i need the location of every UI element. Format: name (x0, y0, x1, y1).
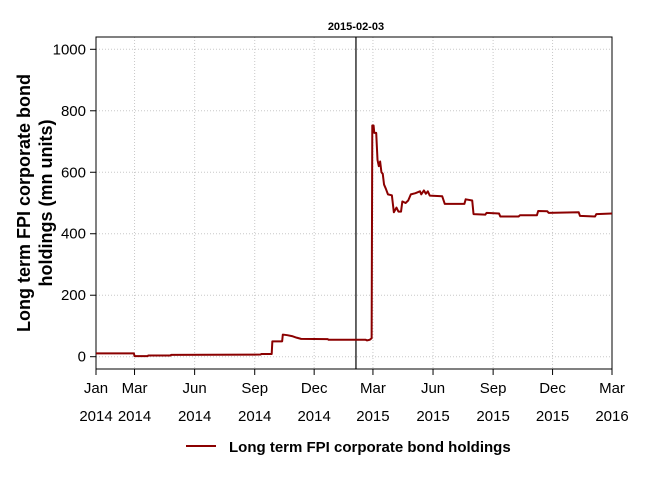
event-label: 2015-02-03 (328, 21, 384, 33)
y-tick-label: 0 (78, 349, 86, 366)
x-tick-year: 2015 (476, 408, 509, 425)
x-tick-month: Dec (539, 380, 566, 397)
x-tick-year: 2015 (416, 408, 449, 425)
x-tick-month: Mar (360, 380, 386, 397)
x-tick-month: Dec (301, 380, 328, 397)
y-axis: 0 200 400 600 800 1000 (53, 41, 96, 366)
x-tick-year: 2014 (178, 408, 211, 425)
x-tick-month: Mar (122, 380, 148, 397)
y-tick-label: 400 (61, 226, 86, 243)
y-tick-label: 800 (61, 103, 86, 120)
x-tick-month: Sep (480, 380, 507, 397)
legend-label: Long term FPI corporate bond holdings (229, 439, 511, 456)
y-tick-label: 600 (61, 164, 86, 181)
plot-frame (95, 36, 613, 370)
event-marker: 2015-02-03 (328, 21, 384, 369)
x-tick-year: 2014 (238, 408, 271, 425)
x-tick-year: 2015 (356, 408, 389, 425)
x-tick-year: 2014 (118, 408, 151, 425)
x-tick-month: Jun (183, 380, 207, 397)
x-tick-year: 2014 (79, 408, 112, 425)
y-tick-label: 1000 (53, 41, 86, 58)
grid-lines (95, 37, 613, 369)
x-tick-year: 2015 (536, 408, 569, 425)
y-tick-label: 200 (61, 287, 86, 304)
legend: Long term FPI corporate bond holdings (186, 439, 511, 456)
x-tick-year: 2014 (297, 408, 330, 425)
x-tick-month: Mar (599, 380, 625, 397)
x-tick-month: Jun (421, 380, 445, 397)
series-line (96, 124, 613, 358)
series-layer (96, 124, 613, 358)
x-tick-year: 2016 (595, 408, 628, 425)
y-axis-title-line: holdings (mn units) (36, 120, 56, 287)
y-axis-title-line: Long term FPI corporate bond (14, 74, 34, 332)
y-axis-title: Long term FPI corporate bond holdings (mn… (14, 74, 56, 332)
x-axis: Jan 2014 Mar 2014 Jun 2014 Sep 2014 Dec 2014 Mar 20… (79, 369, 629, 425)
x-tick-month: Jan (84, 380, 108, 397)
x-tick-month: Sep (241, 380, 268, 397)
